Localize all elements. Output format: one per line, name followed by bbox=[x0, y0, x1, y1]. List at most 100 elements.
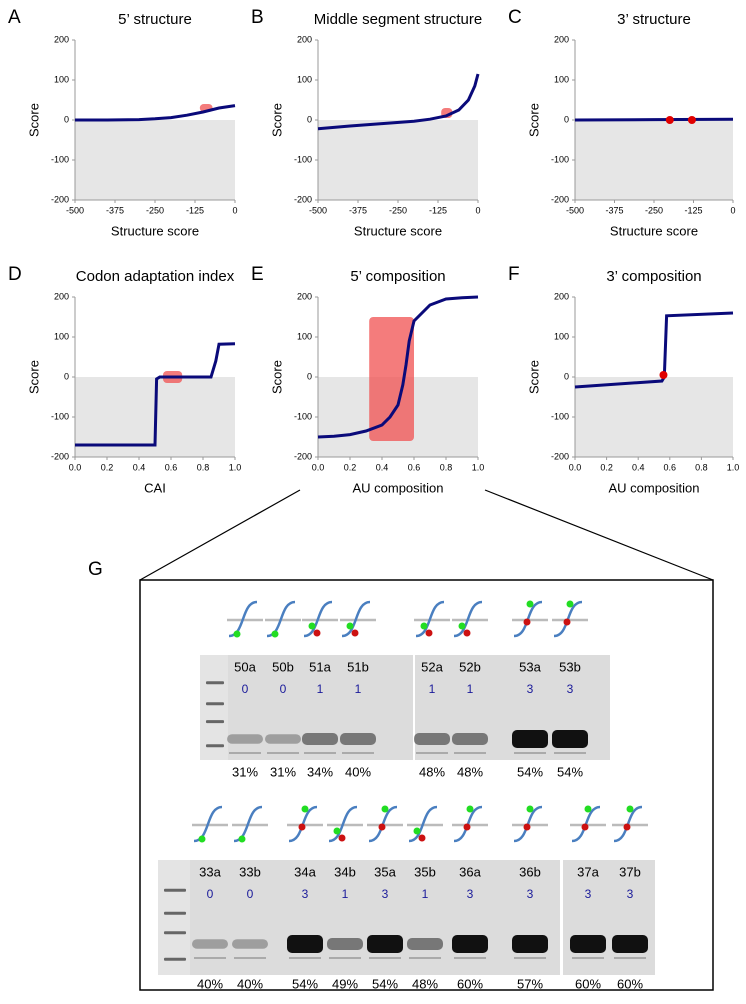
y-tick-label: 200 bbox=[554, 34, 569, 44]
ladder-lane bbox=[158, 860, 190, 975]
lane-count: 3 bbox=[467, 887, 474, 901]
lane-count: 3 bbox=[627, 887, 634, 901]
y-tick-label: -100 bbox=[51, 154, 69, 164]
gel-band-faint bbox=[369, 957, 401, 959]
icon-dot-green bbox=[526, 600, 534, 608]
y-tick-label: 0 bbox=[307, 371, 312, 381]
negative-region bbox=[75, 120, 235, 200]
y-axis-label: Score bbox=[26, 103, 41, 137]
panel-letter: F bbox=[508, 264, 520, 285]
x-tick-label: 0 bbox=[730, 205, 735, 215]
lane-label: 35b bbox=[414, 864, 436, 879]
icon-curve bbox=[453, 600, 483, 638]
x-tick-label: 1.0 bbox=[727, 462, 740, 472]
y-axis-label: Score bbox=[269, 360, 284, 394]
icon-dot-green bbox=[308, 622, 316, 630]
lane-count: 3 bbox=[382, 887, 389, 901]
x-tick-label: -375 bbox=[605, 205, 623, 215]
x-tick-label: -125 bbox=[186, 205, 204, 215]
y-tick-label: 100 bbox=[54, 74, 69, 84]
gel-band-faint bbox=[194, 957, 226, 959]
panel-letter: B bbox=[251, 7, 264, 28]
icon-dot-green bbox=[420, 622, 428, 630]
x-tick-label: -125 bbox=[429, 205, 447, 215]
lane-count: 3 bbox=[585, 887, 592, 901]
gel-band-faint bbox=[329, 957, 361, 959]
x-tick-label: 0.2 bbox=[600, 462, 613, 472]
icon-curve bbox=[233, 805, 263, 843]
icon-dot-red bbox=[463, 823, 471, 831]
y-axis-label: Score bbox=[526, 103, 541, 137]
score-line bbox=[574, 311, 734, 389]
icon-dot-red bbox=[298, 823, 306, 831]
lane-label: 50a bbox=[234, 659, 256, 674]
x-tick-label: 0.6 bbox=[664, 462, 677, 472]
gel-band bbox=[232, 939, 268, 949]
chart-title: Middle segment structure bbox=[314, 11, 482, 28]
icon-curve bbox=[408, 805, 438, 843]
x-tick-label: -375 bbox=[106, 205, 124, 215]
icon-dot-red bbox=[425, 629, 433, 637]
lane-label: 53a bbox=[519, 659, 541, 674]
lane-count: 0 bbox=[247, 887, 254, 901]
x-tick-label: -250 bbox=[645, 205, 663, 215]
lane-percent: 60% bbox=[457, 976, 483, 991]
panel-letter: D bbox=[8, 264, 22, 285]
lane-label: 34b bbox=[334, 864, 356, 879]
gel-band bbox=[287, 935, 323, 953]
lane-label: 53b bbox=[559, 659, 581, 674]
icon-dot-red bbox=[338, 834, 346, 842]
x-axis-label: AU composition bbox=[352, 480, 443, 495]
gel-band-faint bbox=[454, 957, 486, 959]
lane-label: 35a bbox=[374, 864, 396, 879]
lane-percent: 31% bbox=[270, 764, 296, 779]
icon-dot-green bbox=[333, 827, 341, 835]
gel-band-faint bbox=[554, 752, 586, 754]
lane-percent: 54% bbox=[557, 764, 583, 779]
gel-band-faint bbox=[229, 752, 261, 754]
lane-count: 1 bbox=[355, 682, 362, 696]
gel-band bbox=[265, 734, 301, 744]
lane-percent: 54% bbox=[292, 976, 318, 991]
panel-letter: E bbox=[251, 264, 264, 285]
lane-percent: 34% bbox=[307, 764, 333, 779]
icon-dot-red bbox=[563, 618, 571, 626]
lane-label: 51b bbox=[347, 659, 369, 674]
y-tick-label: 100 bbox=[54, 331, 69, 341]
icon-curve bbox=[266, 600, 296, 638]
y-tick-label: -200 bbox=[551, 194, 569, 204]
y-tick-label: 0 bbox=[64, 371, 69, 381]
lane-count: 3 bbox=[527, 682, 534, 696]
y-tick-label: -100 bbox=[51, 411, 69, 421]
ladder-band bbox=[164, 931, 186, 935]
lane-label: 37a bbox=[577, 864, 599, 879]
icon-dot-red bbox=[418, 834, 426, 842]
icon-dot-green bbox=[566, 600, 574, 608]
icon-dot-green bbox=[271, 630, 279, 638]
x-tick-label: 0.4 bbox=[632, 462, 645, 472]
gel-band bbox=[414, 733, 450, 745]
y-tick-label: 200 bbox=[554, 291, 569, 301]
icon-dot-green bbox=[198, 835, 206, 843]
x-tick-label: 1.0 bbox=[472, 462, 485, 472]
icon-dot-green bbox=[238, 835, 246, 843]
lane-count: 3 bbox=[302, 887, 309, 901]
icon-dot-green bbox=[458, 622, 466, 630]
lane-label: 51a bbox=[309, 659, 331, 674]
gel-band bbox=[452, 935, 488, 953]
icon-dot-green bbox=[233, 630, 241, 638]
gel-band-faint bbox=[514, 752, 546, 754]
lane-count: 1 bbox=[467, 682, 474, 696]
x-tick-label: -500 bbox=[566, 205, 584, 215]
lane-label: 33a bbox=[199, 864, 221, 879]
ladder-band bbox=[164, 957, 186, 961]
lane-label: 33b bbox=[239, 864, 261, 879]
gel-image bbox=[190, 860, 560, 975]
x-axis-label: AU composition bbox=[608, 480, 699, 495]
ladder-band bbox=[164, 888, 186, 892]
chart-title: 5’ composition bbox=[350, 268, 445, 285]
icon-curve bbox=[341, 600, 371, 638]
x-tick-label: -125 bbox=[684, 205, 702, 215]
icon-dot-red bbox=[523, 823, 531, 831]
